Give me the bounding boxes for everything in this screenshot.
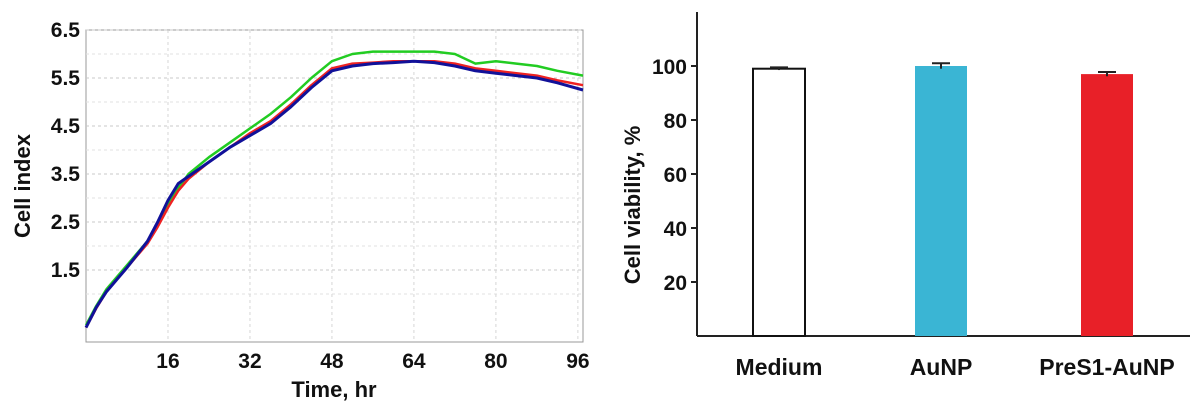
bar-chart-bar-aunp [915,66,967,336]
line-chart-y-tick-label: 3.5 [51,163,81,186]
bar-chart-category-label: AuNP [910,354,973,380]
line-chart-x-tick-label: 16 [156,350,179,373]
bar-chart-bar-pres1-aunp [1081,74,1133,336]
line-chart-grid [86,29,583,342]
bar-chart-category-labels: Medium AuNP PreS1-AuNP [736,354,1175,380]
line-chart-y-tick-label: 5.5 [51,67,81,90]
line-chart-plot-area [85,29,584,343]
line-chart-ticks: 1.5 2.5 3.5 4.5 5.5 6.5 16 32 48 64 80 96 [51,19,590,373]
line-chart-series [84,50,584,329]
line-chart-x-axis-title: Time, hr [291,377,377,402]
bar-chart-category-label: PreS1-AuNP [1039,354,1174,380]
bar-chart-y-tick-label: 20 [664,272,687,295]
line-chart-y-axis-title: Cell index [10,133,35,238]
bar-chart-y-tick-label: 100 [652,56,687,79]
line-chart-y-tick-label: 1.5 [51,259,81,282]
bar-chart-category-label: Medium [736,354,823,380]
bar-chart-y-tick-label: 80 [664,110,687,133]
line-chart-y-tick-label: 6.5 [51,19,81,42]
line-chart-x-tick-label: 64 [402,350,426,373]
line-chart-y-tick-label: 4.5 [51,115,81,138]
bar-chart-y-axis-title: Cell viability, % [620,126,645,285]
bar-chart-y-tick-label: 40 [664,218,687,241]
bar-chart: 20 40 60 80 100 Medium AuNP PreS1-AuNP Cell vi… [620,12,1190,380]
bar-chart-y-tick-label: 60 [664,164,687,187]
line-chart-series-3-line [84,59,584,329]
line-chart-x-tick-label: 96 [566,350,589,373]
line-chart-x-tick-label: 80 [484,350,507,373]
bar-chart-bars [752,62,1133,337]
bar-chart-bar-medium [752,67,806,337]
line-chart-x-tick-label: 32 [238,350,261,373]
line-chart-x-tick-label: 48 [320,350,344,373]
line-chart-y-tick-label: 2.5 [51,211,81,234]
bar-chart-ticks: 20 40 60 80 100 [652,56,697,295]
line-chart: 1.52.53.54.55.56.516 32 48 64 80 96 Time, hr … [10,19,590,402]
